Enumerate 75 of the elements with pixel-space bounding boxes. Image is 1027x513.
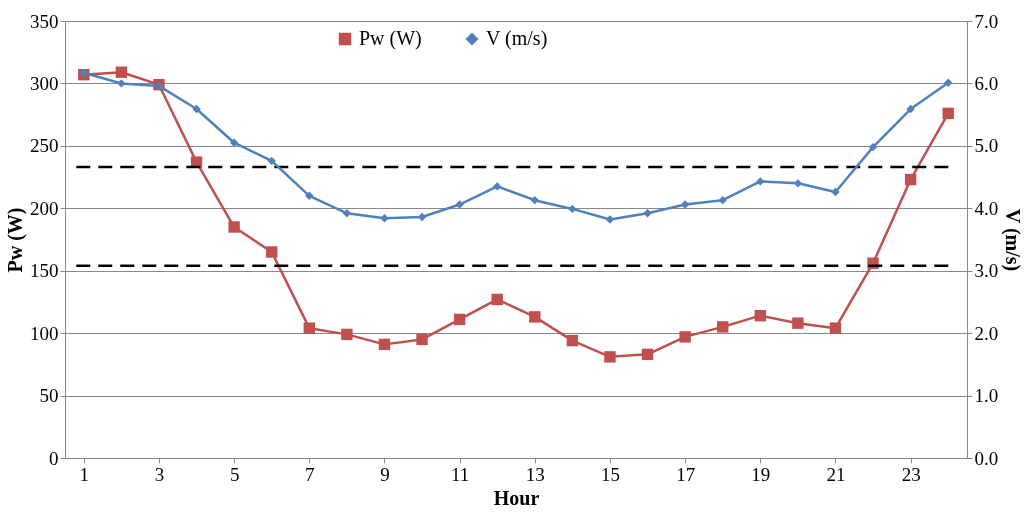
point bbox=[529, 311, 541, 323]
point bbox=[604, 351, 616, 363]
y-tick-label: 350 bbox=[30, 10, 59, 32]
point bbox=[266, 246, 278, 258]
point bbox=[530, 195, 539, 205]
point bbox=[942, 107, 954, 120]
point bbox=[718, 195, 727, 205]
point bbox=[115, 66, 128, 78]
point bbox=[267, 156, 276, 166]
y2-tick-label: 4.0 bbox=[974, 197, 999, 219]
point bbox=[192, 104, 201, 114]
y-tick-label: 0 bbox=[49, 447, 59, 469]
point bbox=[605, 215, 615, 224]
y2-tick-label: 2.0 bbox=[974, 322, 999, 344]
x-tick-label: 17 bbox=[676, 463, 696, 485]
x-tick-label: 23 bbox=[901, 463, 921, 485]
y2-tick-label: 7.0 bbox=[974, 10, 999, 32]
point bbox=[679, 331, 691, 343]
point bbox=[342, 209, 352, 218]
point bbox=[829, 322, 842, 334]
point bbox=[228, 221, 240, 233]
point bbox=[643, 209, 652, 218]
x-tick-label: 15 bbox=[600, 463, 620, 485]
y-tick-label: 300 bbox=[30, 72, 59, 94]
y2-tick-label: 1.0 bbox=[974, 385, 999, 407]
point bbox=[754, 309, 766, 322]
point bbox=[378, 338, 391, 351]
x-tick-label: 5 bbox=[229, 463, 240, 485]
point bbox=[641, 348, 654, 361]
y-tick-label: 200 bbox=[30, 197, 59, 219]
point bbox=[944, 78, 953, 87]
legend-label: Pw (W) bbox=[359, 27, 422, 50]
point bbox=[380, 214, 389, 223]
x-tick-label: 3 bbox=[154, 463, 165, 485]
x-tick-label: 1 bbox=[79, 463, 90, 485]
point bbox=[831, 187, 840, 197]
y-tick-label: 50 bbox=[39, 385, 59, 407]
point bbox=[79, 68, 88, 77]
y2-tick-label: 6.0 bbox=[974, 72, 999, 94]
point bbox=[491, 293, 503, 306]
point bbox=[453, 313, 466, 326]
x-axis-title: Hour bbox=[493, 486, 540, 509]
y2-tick-label: 3.0 bbox=[974, 260, 999, 282]
y-tick-label: 150 bbox=[30, 260, 59, 282]
x-tick-label: 13 bbox=[525, 463, 545, 485]
point bbox=[568, 204, 577, 214]
y2-tick-label: 5.0 bbox=[974, 135, 999, 157]
point bbox=[455, 200, 464, 209]
y-tick-label: 100 bbox=[30, 322, 59, 344]
y-tick-label: 250 bbox=[30, 135, 59, 157]
x-tick-label: 9 bbox=[380, 463, 390, 485]
x-tick-label: 21 bbox=[826, 463, 846, 485]
point bbox=[868, 142, 878, 152]
y2-axis-title: V (m/s) bbox=[1001, 208, 1025, 272]
point bbox=[416, 333, 428, 346]
point bbox=[904, 173, 917, 186]
point bbox=[680, 200, 690, 209]
point bbox=[793, 179, 803, 188]
x-tick-label: 19 bbox=[751, 463, 771, 485]
y2-tick-label: 0.0 bbox=[974, 447, 999, 469]
point bbox=[229, 138, 239, 147]
point bbox=[303, 322, 315, 334]
point bbox=[717, 321, 729, 333]
point bbox=[305, 191, 314, 200]
point bbox=[756, 177, 765, 186]
legend-label: V (m/s) bbox=[486, 27, 548, 50]
point bbox=[493, 182, 502, 191]
point bbox=[566, 334, 579, 347]
x-tick-label: 7 bbox=[305, 463, 315, 485]
y-axis-title: Pw (W) bbox=[4, 207, 27, 273]
point bbox=[792, 317, 804, 329]
point bbox=[906, 104, 915, 114]
point bbox=[341, 328, 353, 341]
point bbox=[117, 79, 126, 88]
x-tick-label: 11 bbox=[450, 463, 470, 485]
